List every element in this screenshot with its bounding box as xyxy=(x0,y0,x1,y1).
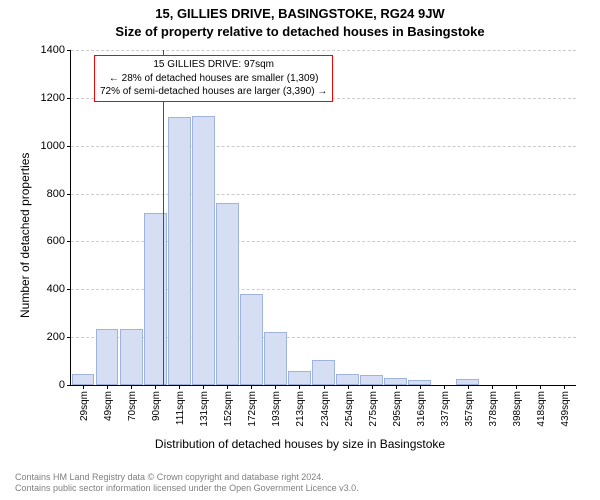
x-axis-label: Distribution of detached houses by size … xyxy=(0,437,600,451)
x-tick-label: 49sqm xyxy=(103,391,114,421)
bar xyxy=(96,329,119,385)
y-tick-label: 400 xyxy=(47,283,65,295)
x-tick-label: 234sqm xyxy=(320,391,331,427)
x-tick-mark xyxy=(372,385,373,389)
footer-line-2: Contains public sector information licen… xyxy=(15,483,359,494)
x-tick-mark xyxy=(107,385,108,389)
y-tick-label: 200 xyxy=(47,331,65,343)
x-tick-mark xyxy=(275,385,276,389)
x-tick-label: 213sqm xyxy=(295,391,306,427)
bar xyxy=(192,116,215,385)
y-tick-mark xyxy=(67,337,71,338)
y-tick-label: 800 xyxy=(47,188,65,200)
annotation-line: 72% of semi-detached houses are larger (… xyxy=(100,85,327,99)
y-tick-label: 1000 xyxy=(41,140,65,152)
bar xyxy=(312,360,335,385)
x-tick-label: 254sqm xyxy=(344,391,355,427)
y-tick-mark xyxy=(67,146,71,147)
x-tick-label: 131sqm xyxy=(199,391,210,427)
annotation-box: 15 GILLIES DRIVE: 97sqm← 28% of detached… xyxy=(94,55,333,102)
x-tick-mark xyxy=(299,385,300,389)
x-tick-label: 152sqm xyxy=(223,391,234,427)
y-tick-mark xyxy=(67,194,71,195)
bar xyxy=(72,374,95,385)
y-tick-mark xyxy=(67,289,71,290)
bar xyxy=(288,371,311,385)
x-tick-mark xyxy=(83,385,84,389)
x-tick-mark xyxy=(444,385,445,389)
grid-line xyxy=(71,50,576,51)
x-tick-mark xyxy=(348,385,349,389)
annotation-line: ← 28% of detached houses are smaller (1,… xyxy=(100,72,327,86)
y-tick-label: 1200 xyxy=(41,92,65,104)
x-tick-mark xyxy=(468,385,469,389)
x-tick-label: 90sqm xyxy=(151,391,162,421)
x-tick-label: 439sqm xyxy=(560,391,571,427)
footer-attribution: Contains HM Land Registry data © Crown c… xyxy=(15,472,359,495)
y-tick-label: 1400 xyxy=(41,44,65,56)
x-tick-mark xyxy=(516,385,517,389)
chart-subtitle: Size of property relative to detached ho… xyxy=(0,24,600,39)
x-tick-mark xyxy=(492,385,493,389)
bar xyxy=(120,329,143,385)
annotation-line: 15 GILLIES DRIVE: 97sqm xyxy=(100,58,327,72)
bar xyxy=(168,117,191,385)
x-tick-label: 29sqm xyxy=(79,391,90,421)
y-tick-mark xyxy=(67,385,71,386)
y-tick-label: 0 xyxy=(59,379,65,391)
x-tick-mark xyxy=(564,385,565,389)
y-tick-mark xyxy=(67,50,71,51)
x-tick-label: 418sqm xyxy=(536,391,547,427)
bar xyxy=(240,294,263,385)
x-tick-label: 398sqm xyxy=(512,391,523,427)
bar xyxy=(216,203,239,385)
x-tick-label: 337sqm xyxy=(440,391,451,427)
x-tick-label: 357sqm xyxy=(464,391,475,427)
x-tick-mark xyxy=(179,385,180,389)
bar xyxy=(360,375,383,385)
x-tick-label: 378sqm xyxy=(488,391,499,427)
y-axis-label: Number of detached properties xyxy=(18,152,32,317)
y-tick-mark xyxy=(67,241,71,242)
x-tick-label: 111sqm xyxy=(175,391,186,425)
x-tick-mark xyxy=(420,385,421,389)
x-tick-mark xyxy=(251,385,252,389)
x-tick-label: 316sqm xyxy=(416,391,427,427)
page-title: 15, GILLIES DRIVE, BASINGSTOKE, RG24 9JW xyxy=(0,6,600,21)
x-tick-label: 193sqm xyxy=(271,391,282,427)
x-tick-mark xyxy=(540,385,541,389)
x-tick-mark xyxy=(203,385,204,389)
grid-line xyxy=(71,146,576,147)
x-tick-label: 275sqm xyxy=(368,391,379,427)
x-tick-label: 295sqm xyxy=(392,391,403,427)
y-tick-mark xyxy=(67,98,71,99)
x-tick-mark xyxy=(396,385,397,389)
bar xyxy=(336,374,359,385)
x-tick-mark xyxy=(324,385,325,389)
x-tick-label: 70sqm xyxy=(127,391,138,421)
x-tick-mark xyxy=(131,385,132,389)
bar xyxy=(384,378,407,385)
y-tick-label: 600 xyxy=(47,235,65,247)
x-tick-mark xyxy=(227,385,228,389)
grid-line xyxy=(71,194,576,195)
x-tick-mark xyxy=(155,385,156,389)
x-tick-label: 172sqm xyxy=(247,391,258,427)
footer-line-1: Contains HM Land Registry data © Crown c… xyxy=(15,472,359,483)
bar xyxy=(264,332,287,385)
